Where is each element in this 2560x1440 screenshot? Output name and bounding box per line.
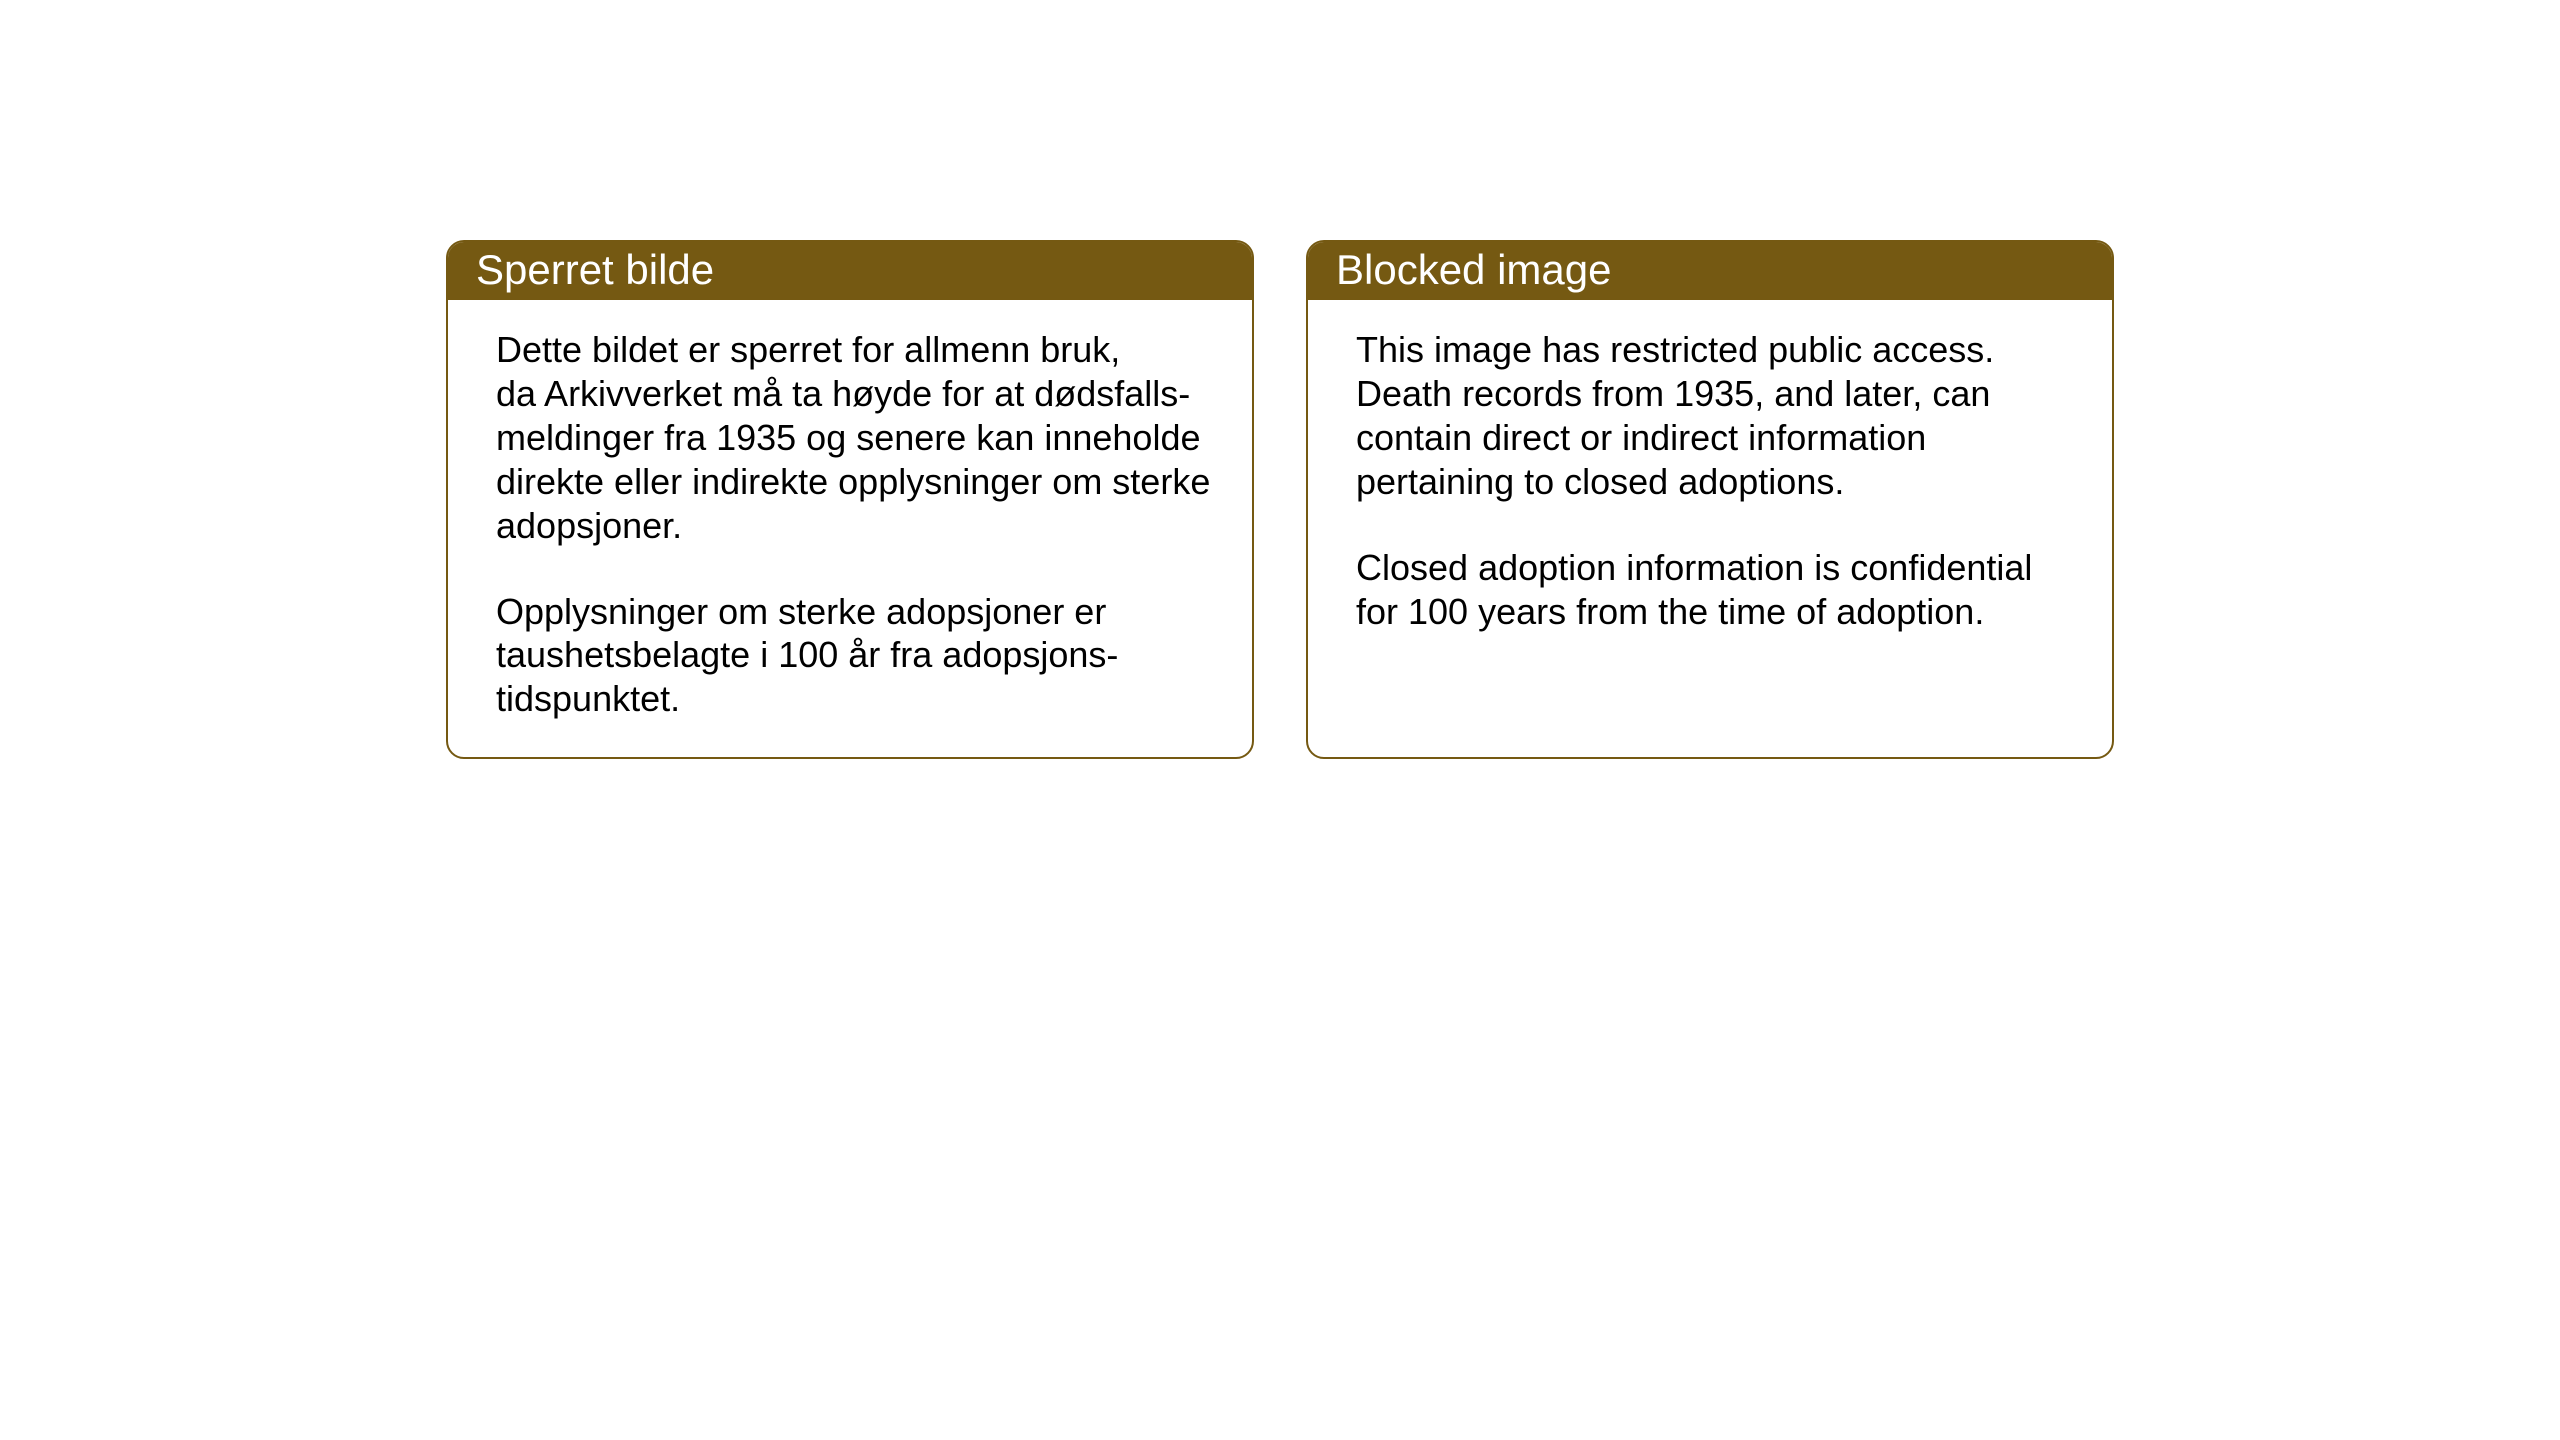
card-english: Blocked image This image has restricted …	[1306, 240, 2114, 759]
paragraph-text: Opplysninger om sterke adopsjoner er tau…	[496, 590, 1212, 722]
paragraph-text: Dette bildet er sperret for allmenn bruk…	[496, 328, 1212, 548]
card-body-english: This image has restricted public access.…	[1308, 300, 2112, 669]
card-container: Sperret bilde Dette bildet er sperret fo…	[0, 0, 2560, 759]
card-header-norwegian: Sperret bilde	[448, 242, 1252, 300]
card-norwegian: Sperret bilde Dette bildet er sperret fo…	[446, 240, 1254, 759]
paragraph-text: Closed adoption information is confident…	[1356, 546, 2072, 634]
card-header-english: Blocked image	[1308, 242, 2112, 300]
paragraph-text: This image has restricted public access.…	[1356, 328, 2072, 504]
card-body-norwegian: Dette bildet er sperret for allmenn bruk…	[448, 300, 1252, 757]
